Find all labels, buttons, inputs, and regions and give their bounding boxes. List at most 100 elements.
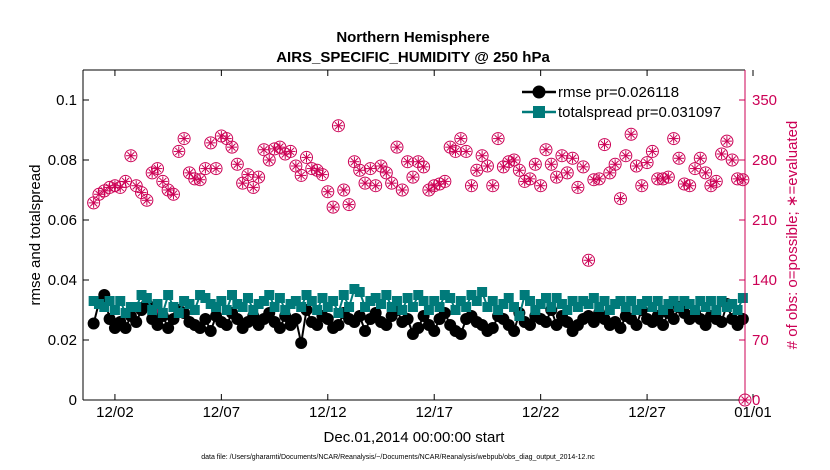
obs-evaluated-marker <box>434 179 445 189</box>
totalspread-point <box>296 302 307 312</box>
totalspread-point <box>136 290 147 300</box>
obs-evaluated-marker <box>695 153 706 164</box>
rmse-point <box>657 319 670 331</box>
obs-evaluated-marker <box>131 180 142 191</box>
obs-evaluated-marker <box>248 182 259 193</box>
obs-evaluated-marker <box>487 180 498 191</box>
totalspread-point <box>360 302 371 312</box>
legend-rmse-label: rmse pr=0.026118 <box>558 84 679 101</box>
totalspread-point <box>344 302 355 312</box>
obs-evaluated-marker <box>232 159 243 170</box>
obs-evaluated-marker <box>312 165 323 176</box>
obs-possible-marker <box>395 183 409 197</box>
obs-evaluated-marker <box>296 170 307 181</box>
totalspread-point <box>168 302 179 312</box>
x-tick-label: 12/12 <box>309 404 347 421</box>
obs-evaluated-marker <box>700 167 711 178</box>
obs-evaluated-marker <box>253 172 264 183</box>
totalspread-point <box>152 299 163 309</box>
y-right-tick-label: 70 <box>752 332 769 349</box>
obs-possible-marker <box>315 168 329 182</box>
obs-evaluated-marker <box>152 163 163 174</box>
obs-evaluated-marker <box>423 185 434 195</box>
totalspread-point <box>88 296 99 306</box>
totalspread-point <box>572 302 583 312</box>
obs-possible-marker <box>544 157 558 171</box>
obs-evaluated-marker <box>397 185 408 195</box>
legend-rmse-marker <box>532 85 546 99</box>
obs-possible-marker <box>534 179 548 193</box>
obs-evaluated-marker <box>572 182 583 193</box>
rmse-point <box>699 319 712 331</box>
y-right-tick-label: 350 <box>752 92 777 109</box>
totalspread-point <box>439 290 450 300</box>
obs-possible-marker <box>715 147 729 161</box>
totalspread-point <box>498 299 509 309</box>
totalspread-point <box>626 296 637 306</box>
obs-evaluated-marker <box>163 185 174 195</box>
totalspread-point <box>477 287 488 297</box>
obs-possible-marker <box>624 127 638 141</box>
totalspread-point <box>365 296 376 306</box>
totalspread-point <box>658 305 669 315</box>
legend-spread-marker <box>533 106 545 118</box>
obs-evaluated-marker <box>381 167 392 178</box>
obs-evaluated-marker <box>88 197 99 208</box>
rmse-point <box>401 313 414 325</box>
legend: rmse pr=0.026118 totalspread pr=0.031097 <box>520 78 732 126</box>
totalspread-point <box>482 302 493 312</box>
totalspread-point <box>663 299 674 309</box>
obs-evaluated-marker <box>705 180 716 191</box>
y-left-tick-label: 0.02 <box>48 332 77 349</box>
totalspread-point <box>216 296 227 306</box>
rmse-point <box>220 319 233 331</box>
totalspread-point <box>370 293 381 303</box>
obs-possible-marker <box>523 172 537 186</box>
rmse-point <box>508 325 521 337</box>
rmse-point <box>87 317 100 330</box>
rmse-point <box>736 313 749 325</box>
obs-possible-marker <box>661 170 675 184</box>
obs-possible-marker <box>709 174 723 188</box>
totalspread-point <box>264 290 275 300</box>
obs-evaluated-marker <box>668 133 679 144</box>
series-layer <box>87 284 749 349</box>
rmse-point <box>103 313 116 325</box>
totalspread-point <box>173 308 184 318</box>
totalspread-point <box>700 302 711 312</box>
rmse-point <box>667 313 680 325</box>
obs-possible-marker <box>326 200 340 214</box>
totalspread-point <box>599 296 610 306</box>
rmse-point <box>550 319 563 331</box>
totalspread-point <box>141 293 152 303</box>
obs-possible-marker <box>230 157 244 171</box>
obs-evaluated-marker <box>636 180 647 191</box>
totalspread-point <box>258 296 269 306</box>
obs-evaluated-marker <box>141 195 152 206</box>
totalspread-point <box>184 299 195 309</box>
x-tick-label: 12/17 <box>415 404 453 421</box>
totalspread-point <box>253 299 264 309</box>
obs-possible-marker <box>645 144 659 158</box>
obs-evaluated-marker <box>157 176 168 187</box>
totalspread-point <box>418 296 429 306</box>
obs-evaluated-marker <box>120 176 131 187</box>
totalspread-point <box>397 305 408 315</box>
obs-possible-marker <box>321 185 335 199</box>
obs-evaluated-marker <box>477 150 488 161</box>
obs-evaluated-marker <box>280 149 291 159</box>
obs-evaluated-marker <box>732 173 743 184</box>
obs-evaluated-marker <box>615 193 626 204</box>
obs-evaluated-marker <box>317 169 328 180</box>
totalspread-point <box>429 296 440 306</box>
totalspread-point <box>716 296 727 306</box>
totalspread-point <box>737 293 748 303</box>
rmse-point <box>428 325 441 337</box>
obs-evaluated-marker <box>402 156 413 167</box>
obs-evaluated-marker <box>365 163 376 174</box>
totalspread-point <box>306 296 317 306</box>
obs-possible-marker <box>539 143 553 157</box>
totalspread-point <box>546 302 557 312</box>
obs-possible-marker <box>512 163 526 177</box>
obs-evaluated-marker <box>540 144 551 155</box>
